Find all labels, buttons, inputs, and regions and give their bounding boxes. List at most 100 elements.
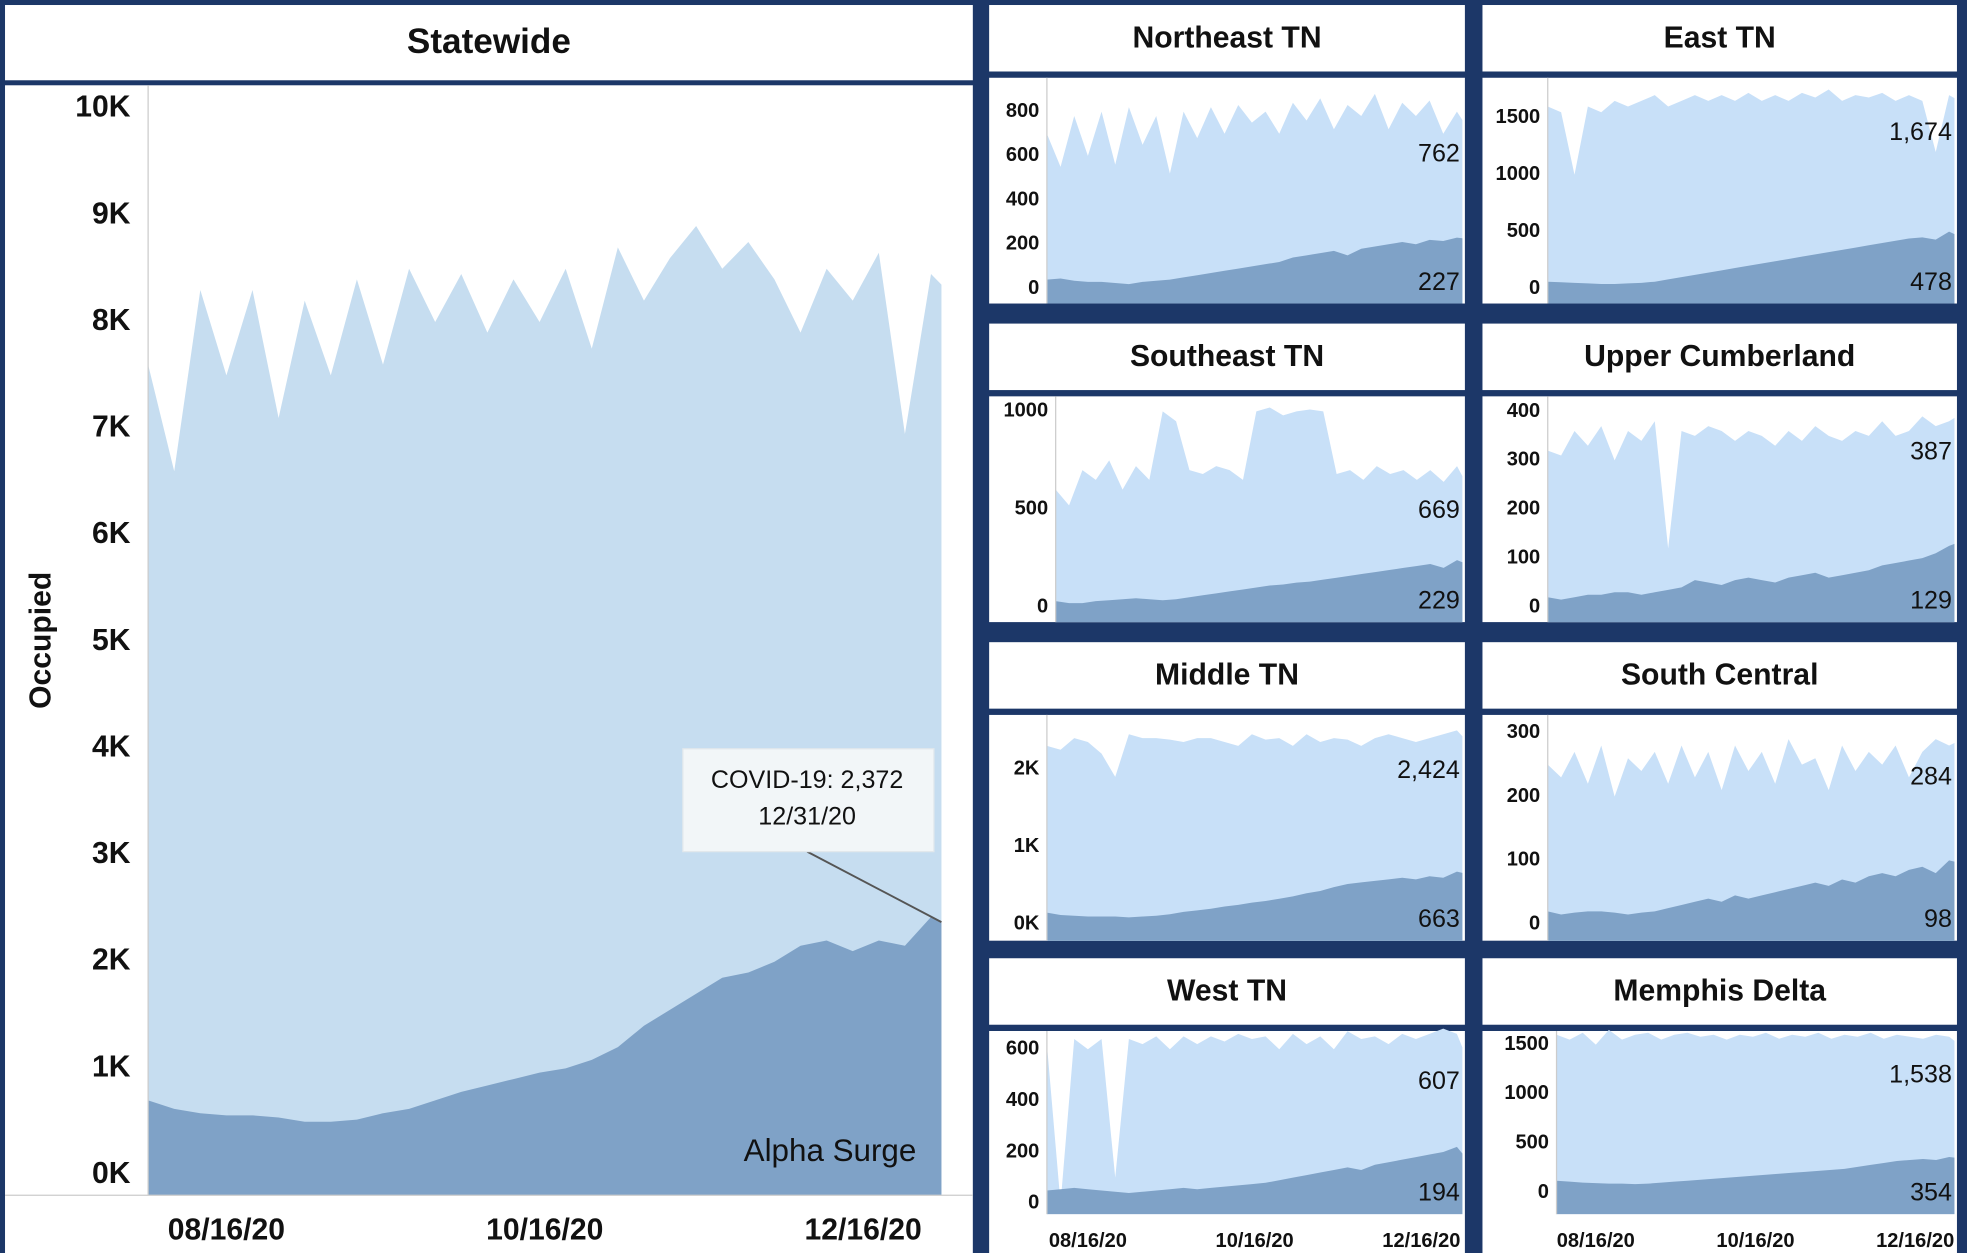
title-box [1482, 5, 1957, 72]
y-tick-label: 400 [1507, 400, 1540, 422]
title-box [989, 323, 1465, 391]
y-tick-label: 0K [1014, 913, 1040, 935]
area [1055, 407, 1463, 623]
y-tick-label: 0 [1529, 595, 1540, 617]
x-tick-label: 10/16/20 [1216, 1230, 1294, 1252]
chart-title: Middle TN [1155, 659, 1299, 692]
y-tick-label: 1K [1014, 835, 1040, 857]
area [1547, 543, 1955, 623]
y-axis-label: Occupied [25, 572, 58, 709]
chart-title: East TN [1664, 21, 1776, 54]
x-tick-label: 08/16/20 [1557, 1230, 1635, 1252]
y-tick-label: 200 [1507, 785, 1540, 807]
tooltip-text: COVID-19: 2,372 [711, 766, 903, 794]
area [1055, 560, 1463, 623]
end-label: 1,538 [1889, 1061, 1952, 1089]
y-tick-label: 600 [1006, 144, 1039, 166]
y-tick-label: 5K [92, 624, 131, 657]
area [1046, 1146, 1463, 1215]
y-tick-label: 1000 [1003, 400, 1048, 422]
y-tick-label: 0K [92, 1157, 131, 1190]
y-tick-label: 300 [1507, 721, 1540, 743]
end-label: 227 [1418, 268, 1460, 296]
y-tick-label: 10K [75, 91, 131, 124]
y-tick-label: 100 [1507, 546, 1540, 568]
area [1046, 1028, 1463, 1215]
area [1556, 1157, 1955, 1215]
title-box [989, 958, 1465, 1025]
title-box [989, 642, 1465, 709]
x-tick-label: 12/16/20 [1876, 1230, 1954, 1252]
y-tick-label: 100 [1507, 849, 1540, 871]
title-box [5, 5, 973, 81]
y-tick-label: 1500 [1496, 106, 1541, 128]
y-tick-label: 3K [92, 837, 131, 870]
end-label: 387 [1910, 438, 1952, 466]
y-tick-label: 1K [92, 1050, 131, 1083]
x-tick-label: 10/16/20 [486, 1214, 603, 1247]
y-tick-label: 1500 [1504, 1033, 1549, 1055]
y-tick-label: 2K [1014, 757, 1040, 779]
y-tick-label: 500 [1515, 1132, 1548, 1154]
y-tick-label: 0 [1538, 1181, 1549, 1203]
chart-title: Upper Cumberland [1584, 340, 1855, 373]
end-label: 669 [1418, 496, 1460, 524]
y-tick-label: 1000 [1504, 1082, 1549, 1104]
end-label: 663 [1418, 905, 1460, 933]
area [1547, 860, 1955, 941]
x-tick-label: 12/16/20 [805, 1214, 922, 1247]
chart-title: Northeast TN [1132, 21, 1321, 54]
title-box [1482, 958, 1957, 1025]
y-tick-label: 400 [1006, 1089, 1039, 1111]
y-tick-label: 0 [1529, 277, 1540, 299]
tooltip [682, 748, 935, 853]
y-tick-label: 0 [1529, 912, 1540, 934]
y-tick-label: 200 [1507, 498, 1540, 520]
y-tick-label: 6K [92, 517, 131, 550]
y-tick-label: 2K [92, 944, 131, 977]
y-tick-label: 4K [92, 730, 131, 763]
chart-title: Statewide [407, 22, 571, 61]
tooltip-pointer [806, 850, 942, 923]
end-label: 284 [1910, 763, 1952, 791]
area [1547, 416, 1955, 623]
y-tick-label: 200 [1006, 233, 1039, 255]
y-tick-label: 7K [92, 411, 131, 444]
end-label: 762 [1418, 140, 1460, 168]
y-tick-label: 800 [1006, 100, 1039, 122]
chart-title: Memphis Delta [1613, 975, 1826, 1008]
end-label: 229 [1418, 587, 1460, 615]
end-label: 607 [1418, 1067, 1460, 1095]
area [1547, 231, 1955, 304]
y-tick-label: 200 [1006, 1140, 1039, 1162]
area [1046, 237, 1463, 304]
title-box [1482, 642, 1957, 709]
tooltip-date: 12/31/20 [758, 802, 856, 830]
y-tick-label: 0 [1028, 277, 1039, 299]
x-tick-label: 12/16/20 [1382, 1230, 1460, 1252]
end-label: 98 [1924, 905, 1952, 933]
area [148, 917, 942, 1196]
area [1046, 871, 1463, 941]
y-tick-label: 0 [1028, 1192, 1039, 1214]
y-tick-label: 600 [1006, 1038, 1039, 1060]
end-label: 1,674 [1889, 118, 1952, 146]
x-tick-label: 10/16/20 [1716, 1230, 1794, 1252]
annotation: Alpha Surge [744, 1133, 917, 1168]
y-tick-label: 300 [1507, 449, 1540, 471]
chart-title: South Central [1621, 659, 1818, 692]
chart-title: West TN [1167, 975, 1287, 1008]
x-tick-label: 08/16/20 [168, 1214, 285, 1247]
y-tick-label: 0 [1037, 595, 1048, 617]
x-tick-label: 08/16/20 [1049, 1230, 1127, 1252]
title-box [1482, 323, 1957, 391]
y-tick-label: 500 [1507, 220, 1540, 242]
end-label: 194 [1418, 1179, 1460, 1207]
end-label: 478 [1910, 268, 1952, 296]
end-label: 354 [1910, 1179, 1952, 1207]
title-box [989, 5, 1465, 72]
end-label: 129 [1910, 587, 1952, 615]
chart-title: Southeast TN [1130, 340, 1324, 373]
area [148, 226, 942, 1196]
